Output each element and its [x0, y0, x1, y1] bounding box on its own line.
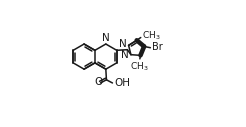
Text: Br: Br — [152, 42, 162, 52]
Text: CH$_3$: CH$_3$ — [130, 60, 149, 73]
Text: O: O — [94, 77, 102, 88]
Text: CH$_3$: CH$_3$ — [142, 29, 161, 42]
Text: N: N — [122, 50, 129, 60]
Text: N: N — [119, 39, 127, 49]
Text: OH: OH — [114, 78, 130, 88]
Text: N: N — [102, 33, 110, 43]
